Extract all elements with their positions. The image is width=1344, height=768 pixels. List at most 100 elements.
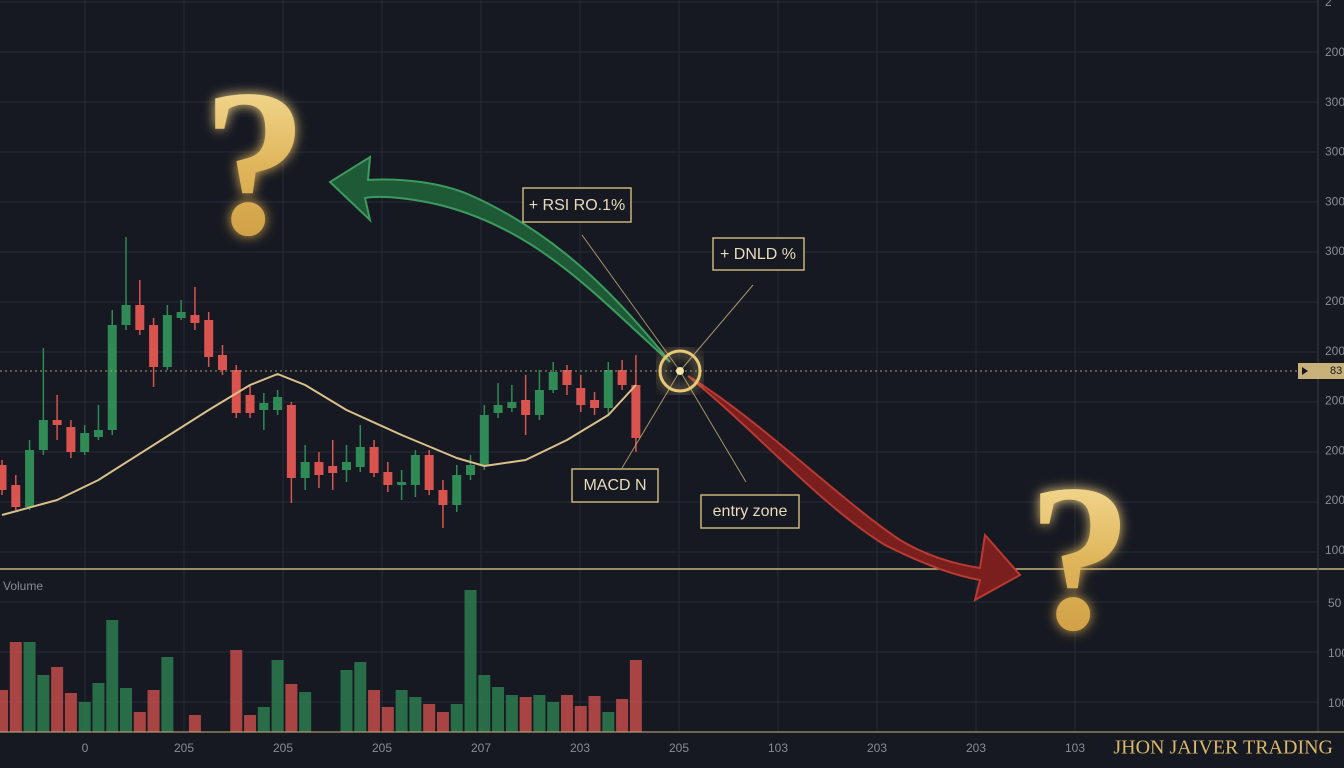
candle-body	[0, 465, 7, 490]
candle-body	[383, 472, 393, 485]
volume-bar	[588, 696, 601, 732]
plot	[0, 237, 642, 732]
volume-bar	[450, 704, 463, 732]
time-label: 103	[1065, 741, 1085, 755]
candle-body	[452, 475, 462, 505]
volume-bar	[533, 695, 546, 732]
candle-body	[548, 372, 558, 390]
volume-bar	[106, 620, 119, 732]
candle-body	[521, 400, 531, 415]
annotation-box	[712, 237, 805, 271]
volume-bar	[64, 693, 77, 732]
volume-bar	[9, 642, 22, 732]
candle-body	[410, 455, 420, 485]
candle-body	[576, 388, 586, 405]
volume-bar	[354, 662, 367, 732]
candle-body	[38, 420, 48, 450]
volume-bar	[436, 712, 449, 732]
price-axis-label: 300	[1325, 194, 1344, 208]
candle-body	[259, 403, 269, 410]
volume-bar	[188, 715, 201, 732]
candle-body	[217, 355, 227, 370]
focus-dot	[676, 367, 684, 375]
candle-body	[149, 325, 159, 367]
candle-body	[107, 325, 117, 430]
volume-bar	[409, 697, 422, 732]
price-axis-label: 200	[1325, 344, 1344, 358]
volume-bar	[92, 683, 105, 732]
volume-bar	[560, 695, 573, 732]
candle-body	[52, 420, 62, 425]
candle-body	[562, 370, 572, 385]
candle-body	[631, 385, 641, 438]
volume-bar	[368, 690, 381, 732]
volume-bar	[257, 707, 270, 732]
red-arrow	[687, 375, 1022, 602]
annotation-box	[700, 494, 800, 529]
price-axis-label: 300	[1325, 145, 1344, 159]
volume-bar	[381, 707, 394, 732]
candle-body	[245, 395, 255, 413]
candle-body	[617, 370, 627, 385]
annotation-box	[571, 468, 659, 503]
annotation: + RSI RO.1%	[529, 197, 625, 214]
candle-body	[11, 485, 21, 507]
price-axis-label: 200	[1325, 493, 1344, 507]
time-label: 205	[273, 741, 293, 755]
candle-body	[534, 390, 544, 415]
volume-bar	[629, 660, 642, 732]
volume-bar	[78, 702, 91, 732]
volume-bar	[230, 650, 243, 732]
candle-body	[176, 312, 186, 318]
volume-bar	[395, 690, 408, 732]
volume-bar	[616, 699, 629, 732]
candle-body	[438, 490, 448, 505]
annotation: + DNLD %	[720, 246, 796, 263]
volume-bar	[51, 667, 64, 732]
candle-body	[328, 466, 338, 473]
candle-body	[300, 462, 310, 478]
time-label: 205	[174, 741, 194, 755]
price-axis-label: 200	[1325, 443, 1344, 457]
annotation: MACD N	[583, 477, 646, 494]
focus-ring	[658, 349, 702, 393]
candle-body	[66, 427, 76, 452]
candle-body	[286, 405, 296, 478]
volume-bar	[120, 688, 133, 732]
volume-bar	[574, 706, 587, 732]
question-mark: ?	[1028, 442, 1133, 674]
candle-body	[342, 462, 351, 470]
candle-body	[397, 482, 407, 485]
candle-body	[93, 430, 103, 437]
candle-body	[603, 370, 613, 408]
candle-body	[204, 320, 214, 357]
time-label: 103	[768, 741, 788, 755]
time-label: 0	[82, 741, 89, 755]
volume-bar	[161, 657, 174, 732]
price-axis-label: 300	[1325, 95, 1344, 109]
volume-bar	[505, 695, 518, 732]
volume-bar	[340, 670, 353, 732]
price-axis-label: 2000	[1325, 394, 1344, 408]
price-axis-label: 200	[1325, 294, 1344, 308]
candle-body	[355, 447, 365, 467]
candle-body	[466, 465, 476, 475]
candle-body	[135, 305, 145, 330]
candle-body	[121, 305, 131, 325]
time-label: 207	[471, 741, 491, 755]
volume-label: Volume	[3, 579, 43, 593]
candle-body	[80, 433, 90, 452]
candle-body	[162, 315, 172, 367]
volume-bar	[133, 712, 146, 732]
volume-bar	[478, 675, 491, 732]
volume-bar	[423, 704, 436, 732]
candle-body	[369, 447, 379, 473]
time-label: 203	[966, 741, 986, 755]
price-tag-arrow	[1302, 367, 1308, 375]
price-axis-label: 2	[1325, 0, 1332, 9]
annotation: entry zone	[713, 503, 788, 520]
candle-body	[590, 400, 600, 408]
grid	[0, 0, 1318, 732]
volume-axis-label: 50	[1328, 596, 1342, 610]
